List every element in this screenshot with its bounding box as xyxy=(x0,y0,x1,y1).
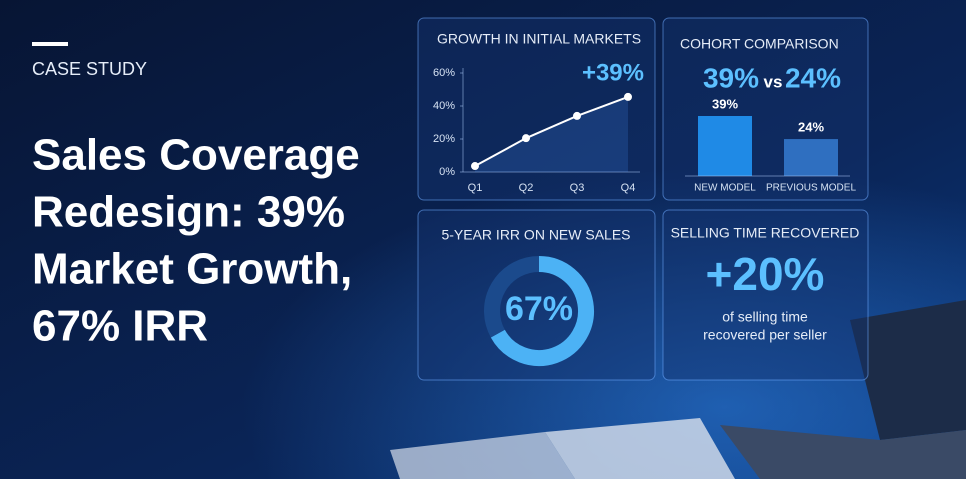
laptop-screen xyxy=(850,300,966,440)
kicker: CASE STUDY xyxy=(32,59,147,79)
y-tick-label: 0% xyxy=(439,166,455,178)
headline-line: 67% IRR xyxy=(32,302,208,351)
x-tick-label: PREVIOUS MODEL xyxy=(766,183,856,194)
area xyxy=(475,96,628,172)
caption-line: of selling time xyxy=(722,309,808,325)
y-tick-label: 20% xyxy=(433,133,455,145)
panel xyxy=(417,17,656,201)
point xyxy=(522,134,530,143)
x-tick-label: Q4 xyxy=(621,182,636,194)
y-tick-label: 60% xyxy=(433,67,455,79)
bar xyxy=(784,139,838,176)
center-label: 67% xyxy=(505,290,573,328)
stat-value: +20% xyxy=(706,248,825,300)
x-tick-label: Q2 xyxy=(519,182,534,194)
stat-title: SELLING TIME RECOVERED xyxy=(671,225,860,241)
paper-report xyxy=(390,432,575,479)
headline-line: Redesign: 39% xyxy=(32,188,345,237)
headline: Sales Coverage Redesign: 39% Market Growth… xyxy=(32,131,360,351)
donut-segment xyxy=(490,256,594,366)
stat-caption: of selling time recovered per seller xyxy=(703,309,827,343)
x-tick-label: Q1 xyxy=(468,182,483,194)
paper-report xyxy=(545,418,735,479)
headline-value: 39% xyxy=(703,62,759,93)
point xyxy=(471,162,479,171)
donut-segment xyxy=(484,256,540,338)
x-tick-label: NEW MODEL xyxy=(694,183,756,194)
chart-title: GROWTH IN INITIAL MARKETS xyxy=(437,31,641,47)
y-tick-label: 40% xyxy=(433,100,455,112)
laptop-base xyxy=(720,425,966,479)
panel xyxy=(662,209,869,381)
headline-line: Sales Coverage xyxy=(32,131,360,180)
panel xyxy=(417,209,656,381)
line xyxy=(474,95,629,167)
point xyxy=(573,111,581,120)
value-label: 24% xyxy=(798,120,824,135)
value-label: 39% xyxy=(712,96,738,111)
accent-bar xyxy=(32,42,68,46)
caption-line: recovered per seller xyxy=(703,327,827,343)
headline-value: 24% xyxy=(785,62,841,93)
bar xyxy=(698,116,752,176)
x-tick-label: Q3 xyxy=(570,182,585,194)
point xyxy=(624,92,632,101)
chart-title: COHORT COMPARISON xyxy=(680,36,839,52)
headline-vs: vs xyxy=(764,72,783,91)
annotation: +39% xyxy=(582,59,644,86)
chart-title: 5-YEAR IRR ON NEW SALES xyxy=(441,227,630,243)
headline-line: Market Growth, xyxy=(32,245,352,294)
